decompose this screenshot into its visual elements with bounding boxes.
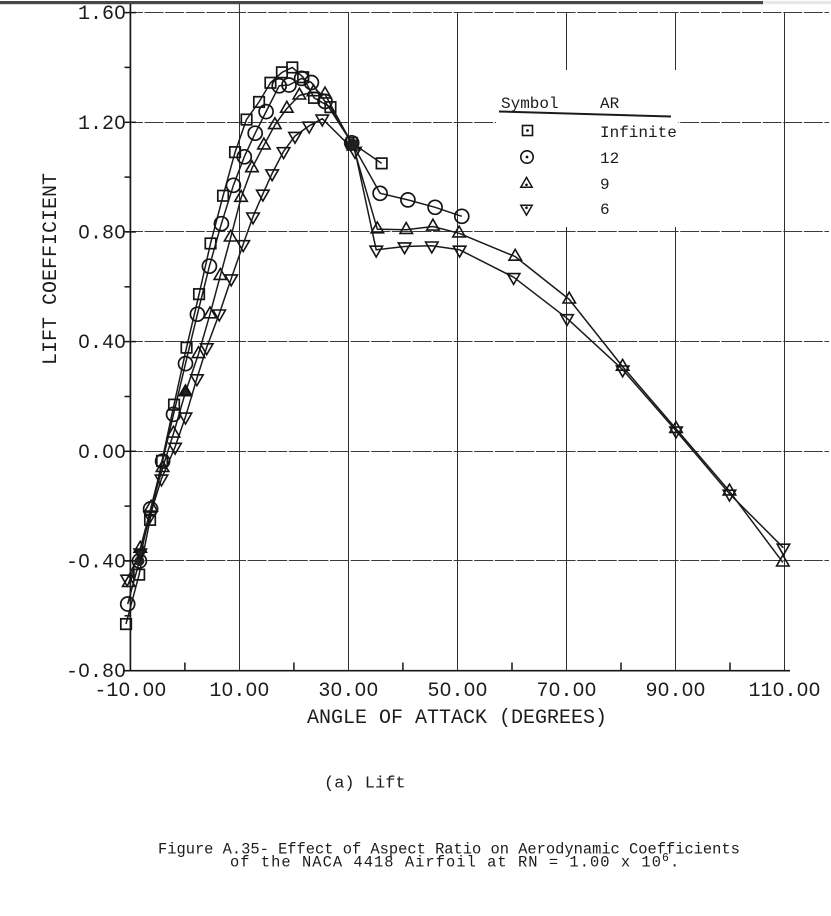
svg-text:of the NACA 4418 Airfoil at RN: of the NACA 4418 Airfoil at RN = 1.00 x …	[230, 852, 680, 872]
svg-text:AR: AR	[600, 95, 620, 113]
svg-text:110.00: 110.00	[748, 680, 820, 703]
svg-text:(a) Lift: (a) Lift	[324, 775, 406, 794]
svg-text:ANGLE OF ATTACK (DEGREES): ANGLE OF ATTACK (DEGREES)	[307, 707, 607, 730]
svg-text:10.00: 10.00	[209, 680, 269, 703]
svg-text:Figure A.35- Effect of Aspect: Figure A.35- Effect of Aspect Ratio on A…	[158, 841, 740, 859]
svg-text:0.00: 0.00	[78, 442, 126, 465]
svg-text:LIFT COEFFICIENT: LIFT COEFFICIENT	[40, 173, 63, 365]
svg-text:90.00: 90.00	[645, 680, 705, 703]
svg-text:9: 9	[600, 176, 610, 194]
svg-text:1.60: 1.60	[78, 3, 126, 26]
svg-text:12: 12	[600, 150, 619, 168]
svg-text:50.00: 50.00	[427, 680, 487, 703]
svg-text:6: 6	[600, 201, 610, 219]
svg-text:0.40: 0.40	[78, 332, 126, 355]
svg-text:Infinite: Infinite	[600, 124, 677, 142]
svg-text:-0.80: -0.80	[66, 661, 126, 684]
svg-text:30.00: 30.00	[318, 680, 378, 703]
svg-text:1.20: 1.20	[78, 113, 126, 136]
svg-text:Symbol: Symbol	[501, 95, 559, 113]
svg-text:70.00: 70.00	[536, 680, 596, 703]
svg-text:-10.00: -10.00	[94, 680, 166, 703]
svg-text:-0.40: -0.40	[66, 552, 126, 575]
svg-text:0.80: 0.80	[78, 222, 126, 245]
